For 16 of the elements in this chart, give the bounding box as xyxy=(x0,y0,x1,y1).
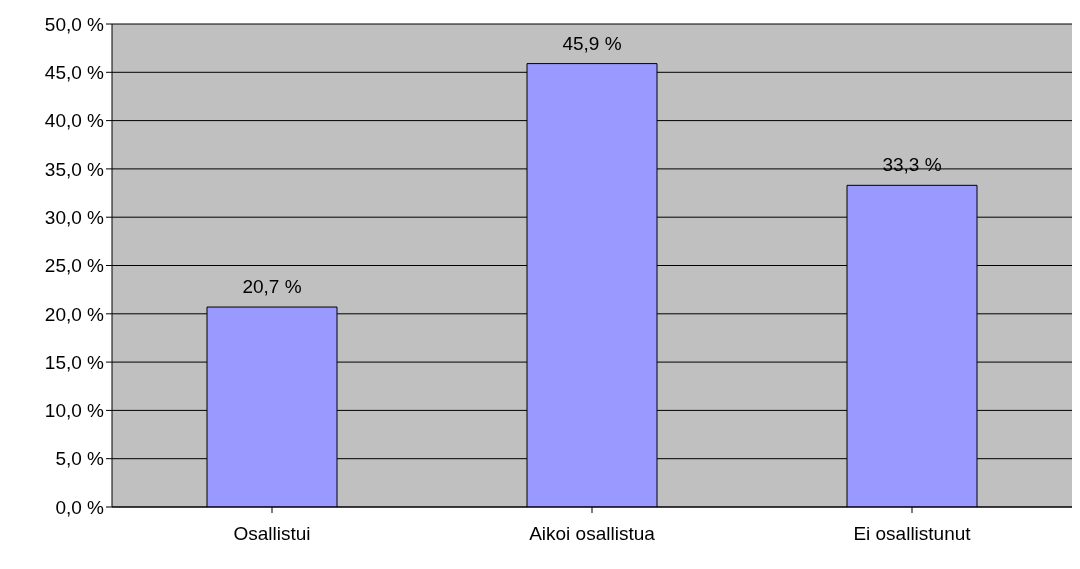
y-tick-label: 50,0 % xyxy=(44,13,105,35)
x-tick-label: Ei osallistunut xyxy=(853,523,972,545)
data-label: 45,9 % xyxy=(562,32,622,54)
y-tick-label: 20,0 % xyxy=(44,303,105,325)
y-tick-label: 45,0 % xyxy=(44,62,105,84)
y-tick-label: 30,0 % xyxy=(44,206,105,228)
y-tick-label: 0,0 % xyxy=(55,496,105,518)
y-tick-label: 5,0 % xyxy=(55,448,105,470)
y-tick-label: 15,0 % xyxy=(44,351,105,373)
x-tick-label: Osallistui xyxy=(233,523,311,545)
y-tick-label: 35,0 % xyxy=(44,158,105,180)
y-tick-label: 10,0 % xyxy=(44,400,105,422)
data-label: 20,7 % xyxy=(242,276,302,298)
y-tick-label: 40,0 % xyxy=(44,110,105,132)
y-tick-label: 25,0 % xyxy=(44,255,105,277)
x-tick-label: Aikoi osallistua xyxy=(529,523,656,545)
